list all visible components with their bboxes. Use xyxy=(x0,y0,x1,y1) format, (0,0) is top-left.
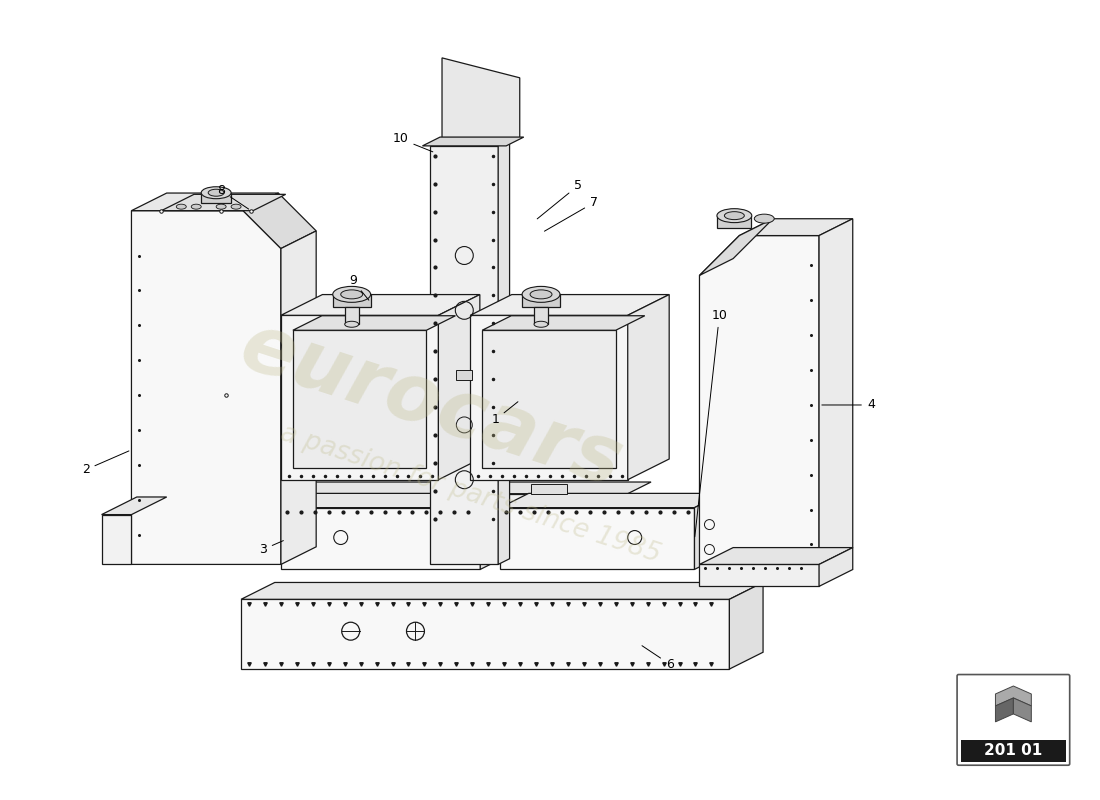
Polygon shape xyxy=(422,137,524,146)
Ellipse shape xyxy=(344,322,359,327)
Polygon shape xyxy=(820,547,852,586)
Polygon shape xyxy=(280,482,651,494)
Polygon shape xyxy=(717,216,751,228)
Text: 3: 3 xyxy=(260,541,284,556)
Text: 8: 8 xyxy=(217,184,249,209)
Polygon shape xyxy=(333,294,371,307)
Polygon shape xyxy=(820,218,852,565)
Polygon shape xyxy=(482,330,616,468)
Ellipse shape xyxy=(217,204,227,209)
Polygon shape xyxy=(280,231,316,565)
Polygon shape xyxy=(201,193,231,202)
Polygon shape xyxy=(162,194,286,210)
Text: 7: 7 xyxy=(544,196,597,231)
Polygon shape xyxy=(481,494,508,570)
Ellipse shape xyxy=(755,214,774,223)
Polygon shape xyxy=(522,294,560,307)
Polygon shape xyxy=(498,140,509,565)
Text: 10: 10 xyxy=(695,309,727,537)
Polygon shape xyxy=(439,294,480,480)
Polygon shape xyxy=(293,330,427,468)
Polygon shape xyxy=(739,218,852,235)
Polygon shape xyxy=(132,210,280,565)
Polygon shape xyxy=(500,494,723,508)
FancyBboxPatch shape xyxy=(957,674,1069,766)
Polygon shape xyxy=(700,547,852,565)
Ellipse shape xyxy=(341,290,363,299)
Polygon shape xyxy=(243,193,316,249)
Polygon shape xyxy=(101,514,132,565)
Polygon shape xyxy=(344,307,359,324)
Polygon shape xyxy=(700,235,820,565)
Polygon shape xyxy=(241,599,729,669)
Polygon shape xyxy=(280,494,628,512)
Polygon shape xyxy=(628,294,669,480)
Polygon shape xyxy=(1013,698,1032,722)
Polygon shape xyxy=(280,508,481,570)
Polygon shape xyxy=(471,315,628,480)
Ellipse shape xyxy=(530,290,552,299)
Ellipse shape xyxy=(201,186,231,198)
Text: 4: 4 xyxy=(822,398,875,411)
Text: a passion for parts since 1985: a passion for parts since 1985 xyxy=(277,421,663,569)
Ellipse shape xyxy=(176,204,186,209)
Ellipse shape xyxy=(535,322,548,327)
Polygon shape xyxy=(132,193,278,210)
Polygon shape xyxy=(430,146,498,565)
Polygon shape xyxy=(500,508,694,570)
Polygon shape xyxy=(729,582,763,669)
Polygon shape xyxy=(996,698,1013,722)
Polygon shape xyxy=(471,294,669,315)
Polygon shape xyxy=(535,307,548,324)
Ellipse shape xyxy=(191,204,201,209)
Polygon shape xyxy=(700,218,773,275)
Polygon shape xyxy=(241,582,763,599)
Ellipse shape xyxy=(522,286,560,302)
Polygon shape xyxy=(293,316,455,330)
Bar xyxy=(960,740,1066,762)
Text: 10: 10 xyxy=(393,133,432,152)
Polygon shape xyxy=(280,494,508,508)
Polygon shape xyxy=(101,497,167,514)
Text: 2: 2 xyxy=(81,451,129,476)
Text: 5: 5 xyxy=(537,179,582,219)
Polygon shape xyxy=(694,494,723,570)
Polygon shape xyxy=(280,294,480,315)
Bar xyxy=(531,484,566,494)
Ellipse shape xyxy=(333,286,371,302)
Text: 1: 1 xyxy=(492,402,518,426)
Ellipse shape xyxy=(231,204,241,209)
Ellipse shape xyxy=(208,190,224,196)
Polygon shape xyxy=(996,686,1032,706)
Ellipse shape xyxy=(725,212,745,220)
Polygon shape xyxy=(442,58,519,138)
Polygon shape xyxy=(280,315,439,480)
Ellipse shape xyxy=(717,209,751,222)
Text: 201 01: 201 01 xyxy=(984,743,1043,758)
Bar xyxy=(456,370,472,380)
Text: 9: 9 xyxy=(349,274,368,300)
Text: 6: 6 xyxy=(642,646,673,670)
Polygon shape xyxy=(700,565,820,586)
Text: eurocars: eurocars xyxy=(230,306,631,503)
Polygon shape xyxy=(430,140,509,146)
Polygon shape xyxy=(482,316,645,330)
